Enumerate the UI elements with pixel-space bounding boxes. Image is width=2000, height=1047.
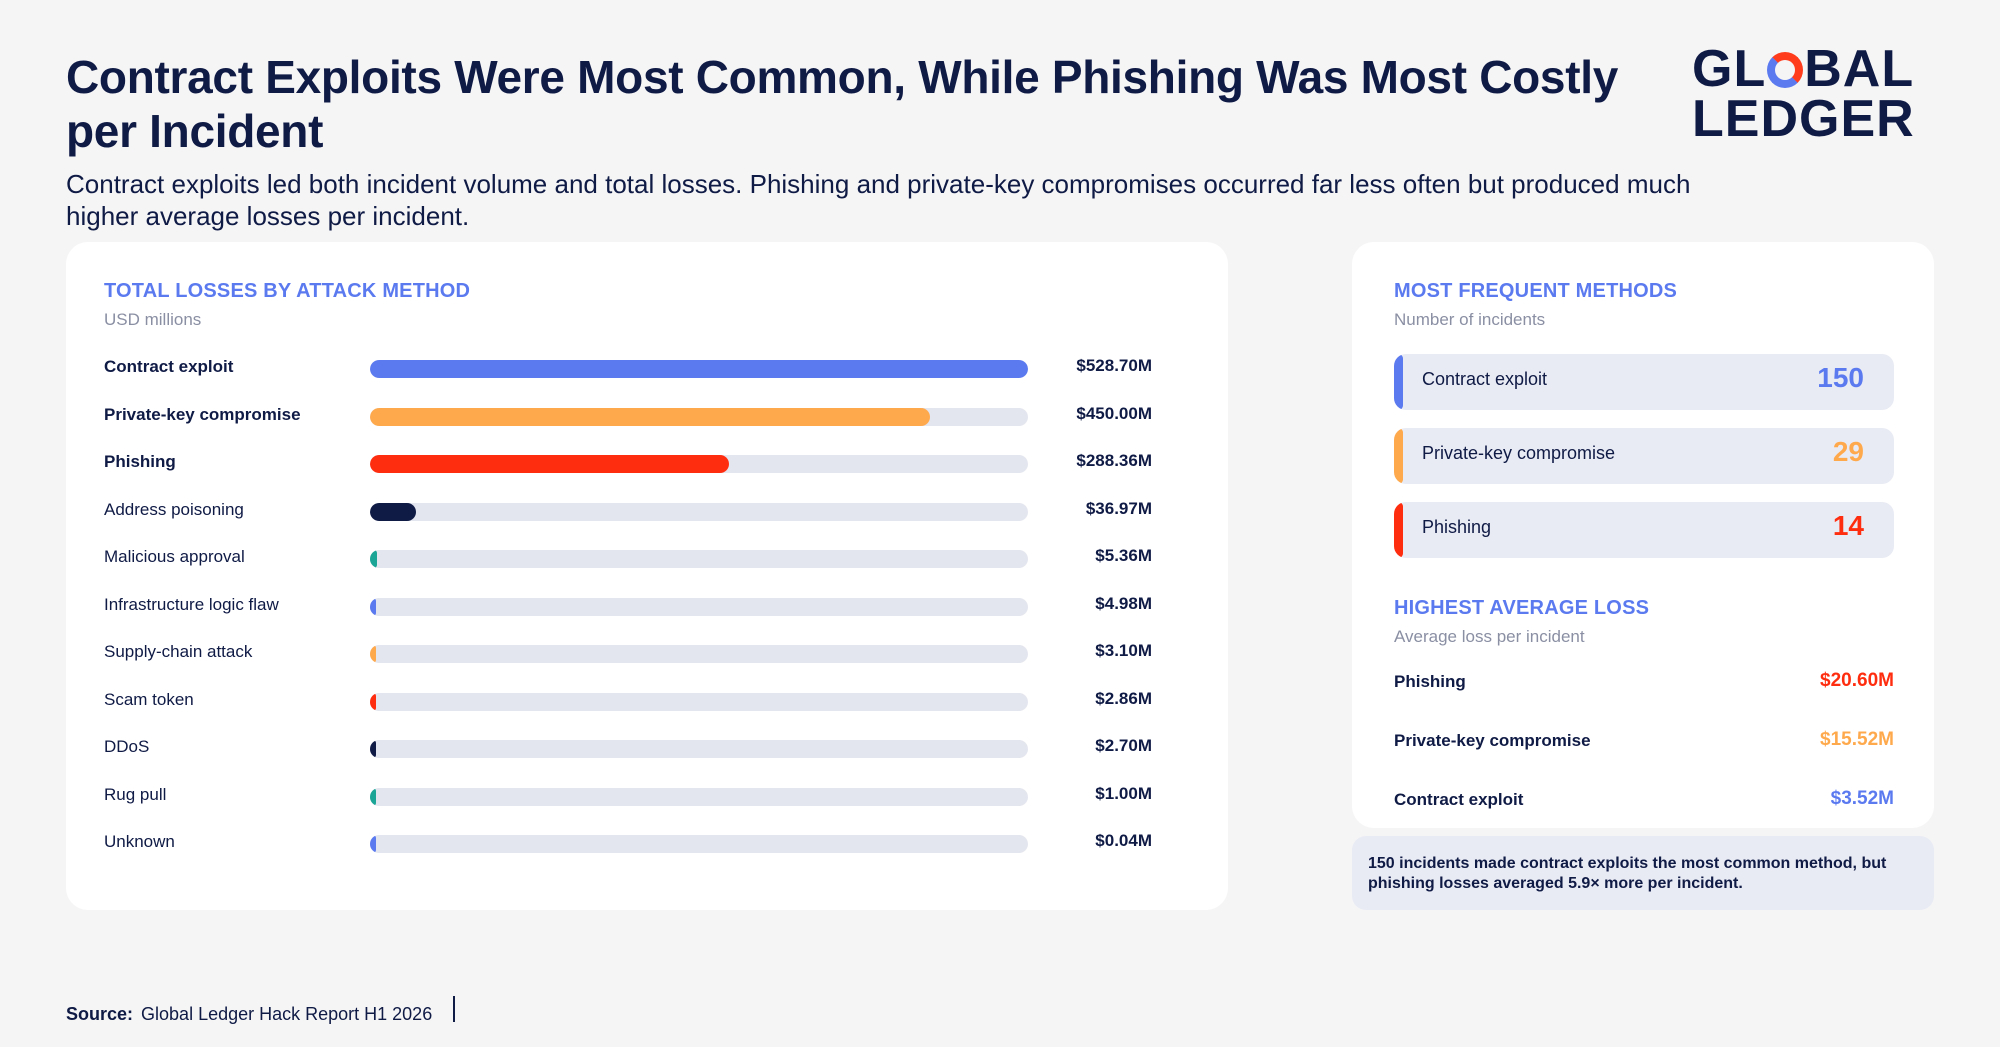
text-cursor [453, 996, 455, 1022]
bar-track [370, 835, 1028, 853]
bar-label: Phishing [104, 452, 176, 471]
bar-label: Address poisoning [104, 499, 244, 519]
bar [370, 740, 376, 758]
bar-track [370, 407, 1028, 426]
bar-label: Unknown [104, 832, 175, 851]
frequent-title: MOST FREQUENT METHODS [1394, 280, 1678, 302]
bar [370, 597, 377, 616]
chart-subtitle: Contract exploits led both incident volu… [66, 169, 1691, 231]
logo-text-ledger: LEDGER [1692, 90, 1915, 148]
bar-row: Phishing $288.36M [66, 449, 1228, 479]
bar [370, 502, 416, 521]
bar-track [370, 502, 1028, 521]
source-line: Source: Global Ledger Hack Report H1 2026 [66, 1004, 432, 1025]
bar-track [370, 645, 1028, 663]
bar-row: Malicious approval $5.36M [66, 544, 1228, 574]
logo-text-gl: GL [1692, 40, 1767, 98]
frequent-method-accent [1394, 428, 1403, 484]
frequent-method-item: Contract exploit 150 [1394, 354, 1894, 410]
bar-track [370, 550, 1028, 568]
source-text: Global Ledger Hack Report H1 2026 [141, 1004, 433, 1024]
avg-loss-value: $15.52M [1820, 729, 1894, 750]
avg-loss-subtitle: Average loss per incident [1394, 627, 1585, 646]
avg-loss-value: $20.60M [1820, 670, 1894, 691]
bar-label: Private-key compromise [104, 404, 301, 424]
bar-label: Malicious approval [104, 547, 245, 566]
avg-loss-label: Contract exploit [1394, 790, 1524, 809]
avg-loss-label: Private-key compromise [1394, 731, 1591, 750]
losses-title: TOTAL LOSSES BY ATTACK METHOD [104, 280, 471, 302]
bar-track [370, 740, 1028, 758]
bar-row: Private-key compromise $450.00M [66, 402, 1228, 432]
bar-value-label: $3.10M [1095, 641, 1152, 660]
source-label: Source: [66, 1004, 134, 1024]
bar-track [370, 360, 1028, 378]
logo-text-bal: BAL [1804, 40, 1915, 98]
insight-note: 150 incidents made contract exploits the… [1352, 836, 1934, 910]
losses-card: TOTAL LOSSES BY ATTACK METHOD USD millio… [66, 242, 1228, 910]
frequent-method-label: Private-key compromise [1422, 443, 1616, 463]
bar [370, 550, 377, 568]
bar-label: Infrastructure logic flaw [104, 594, 279, 614]
bar-value-label: $2.86M [1095, 688, 1152, 708]
bar [370, 835, 376, 853]
frequent-method-count: 14 [1832, 510, 1864, 541]
bar-value-label: $450.00M [1076, 403, 1152, 423]
bar-row: Rug pull $1.00M [66, 782, 1228, 812]
bar-value-label: $288.36M [1076, 451, 1152, 470]
bar-track [370, 692, 1028, 711]
avg-loss-row: Phishing $20.60M [1394, 668, 1894, 698]
frequent-method-label: Phishing [1422, 517, 1492, 537]
bar-label: Rug pull [104, 784, 167, 804]
bar-row: DDoS $2.70M [66, 734, 1228, 764]
frequent-method-accent [1394, 502, 1403, 558]
frequent-method-count: 150 [1817, 362, 1864, 393]
bar-row: Supply-chain attack $3.10M [66, 639, 1228, 669]
bar-row: Scam token $2.86M [66, 687, 1228, 717]
bar-track [370, 787, 1028, 806]
avg-loss-value: $3.52M [1830, 788, 1894, 809]
chart-title: Contract Exploits Were Most Common, Whil… [66, 51, 1618, 157]
frequent-subtitle: Number of incidents [1394, 310, 1546, 329]
frequent-method-count: 29 [1832, 436, 1864, 467]
bar [370, 692, 376, 711]
bar-value-label: $36.97M [1085, 498, 1152, 518]
frequent-method-accent [1394, 354, 1403, 410]
global-ledger-logo: GL BAL LEDGER [1692, 43, 1932, 148]
logo-ring-icon [1767, 52, 1804, 88]
frequent-method-label: Contract exploit [1422, 369, 1548, 389]
bar [370, 645, 376, 663]
bar [370, 787, 376, 806]
avg-loss-row: Contract exploit $3.52M [1394, 786, 1894, 816]
bar-row: Contract exploit $528.70M [66, 354, 1228, 384]
bar-track [370, 455, 1028, 473]
bar-value-label: $1.00M [1095, 783, 1152, 803]
bar-value-label: $5.36M [1095, 546, 1152, 565]
avg-loss-row: Private-key compromise $15.52M [1394, 727, 1894, 757]
bar [370, 455, 729, 473]
bar-label: Scam token [104, 689, 194, 709]
bar-row: Address poisoning $36.97M [66, 497, 1228, 527]
avg-loss-label: Phishing [1394, 672, 1466, 691]
bar [370, 407, 931, 426]
bar-label: DDoS [104, 737, 150, 756]
bar-track [370, 597, 1028, 616]
methods-card: MOST FREQUENT METHODS Number of incident… [1352, 242, 1934, 828]
frequent-method-item: Phishing 14 [1394, 502, 1894, 558]
bar-value-label: $4.98M [1095, 593, 1152, 613]
bar [370, 360, 1028, 378]
bar-row: Unknown $0.04M [66, 829, 1228, 859]
frequent-method-item: Private-key compromise 29 [1394, 428, 1894, 484]
bar-label: Contract exploit [104, 357, 234, 376]
bar-value-label: $2.70M [1095, 736, 1152, 755]
bar-label: Supply-chain attack [104, 642, 253, 661]
bar-value-label: $0.04M [1095, 831, 1152, 850]
bar-row: Infrastructure logic flaw $4.98M [66, 592, 1228, 622]
bar-value-label: $528.70M [1076, 356, 1152, 375]
losses-subtitle: USD millions [104, 310, 202, 329]
avg-loss-title: HIGHEST AVERAGE LOSS [1394, 597, 1650, 619]
